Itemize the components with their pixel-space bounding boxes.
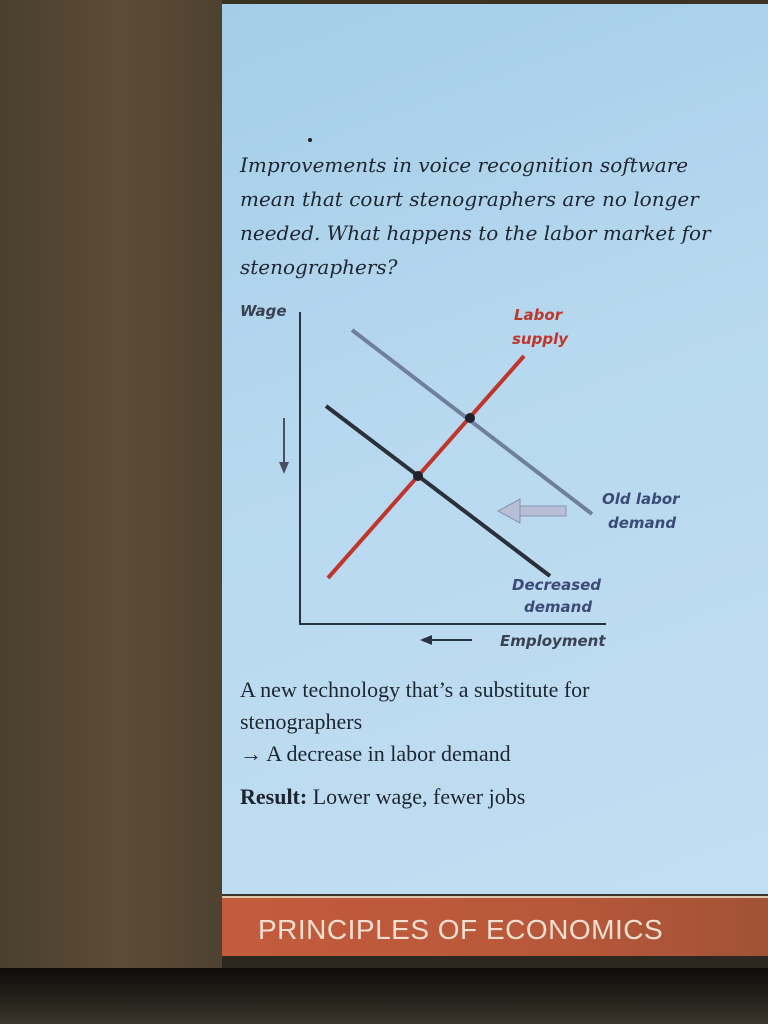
wage-down-arrow-icon bbox=[279, 418, 289, 474]
result-label: Result: bbox=[240, 784, 308, 809]
explanation-line-2: stenographers bbox=[240, 709, 363, 734]
employment-left-arrow-icon bbox=[420, 635, 472, 645]
explanation-line-1: A new technology that’s a substitute for bbox=[240, 677, 590, 702]
footer-title: PRINCIPLES OF ECONOMICS bbox=[258, 914, 664, 945]
result-value: Lower wage, fewer jobs bbox=[307, 784, 526, 809]
y-axis-label: Wage bbox=[240, 302, 287, 320]
footer-bar: PRINCIPLES OF ECONOMICS bbox=[222, 896, 768, 956]
demand-shift-arrow-icon bbox=[496, 498, 567, 524]
new-equilibrium-point bbox=[413, 471, 423, 481]
new-demand-label-line-2: demand bbox=[524, 598, 592, 616]
background-wall bbox=[0, 0, 222, 970]
labor-market-graph: Wage Labor supply Old labor demand Decre… bbox=[240, 302, 681, 650]
explanation-text: A new technology that’s a substitute for… bbox=[240, 674, 740, 770]
decreased-demand-curve bbox=[324, 404, 552, 578]
cursor-dot bbox=[308, 138, 312, 142]
result-text: Result: Lower wage, fewer jobs bbox=[240, 784, 525, 810]
x-axis-label: Employment bbox=[500, 632, 606, 650]
old-equilibrium-point bbox=[465, 413, 475, 423]
projected-slide: Improvements in voice recognition softwa… bbox=[222, 4, 768, 894]
slide-question: Improvements in voice recognition softwa… bbox=[240, 153, 711, 279]
explanation-line-3: → A decrease in labor demand bbox=[240, 741, 511, 766]
old-demand-label-line-1: Old labor bbox=[602, 490, 681, 508]
supply-label-line-2: supply bbox=[512, 330, 569, 348]
new-demand-label-line-1: Decreased bbox=[512, 576, 601, 594]
old-demand-label-line-2: demand bbox=[608, 514, 676, 532]
screen-bottom-edge bbox=[0, 968, 768, 1024]
labor-supply-curve bbox=[326, 354, 526, 580]
supply-label-line-1: Labor bbox=[514, 306, 564, 324]
